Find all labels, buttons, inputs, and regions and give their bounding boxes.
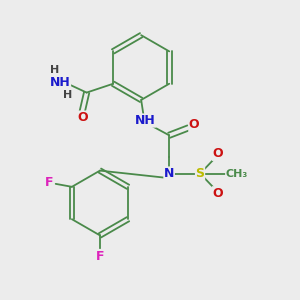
Text: F: F xyxy=(96,250,104,262)
Text: NH: NH xyxy=(135,114,156,127)
Text: O: O xyxy=(212,147,223,160)
Text: CH₃: CH₃ xyxy=(226,169,248,178)
Text: H: H xyxy=(50,65,59,75)
Text: F: F xyxy=(45,176,53,189)
Text: NH: NH xyxy=(50,76,70,89)
Text: O: O xyxy=(212,187,223,200)
Text: O: O xyxy=(189,118,200,131)
Text: S: S xyxy=(196,167,205,180)
Text: N: N xyxy=(164,167,174,180)
Text: O: O xyxy=(77,111,88,124)
Text: H: H xyxy=(63,90,72,100)
